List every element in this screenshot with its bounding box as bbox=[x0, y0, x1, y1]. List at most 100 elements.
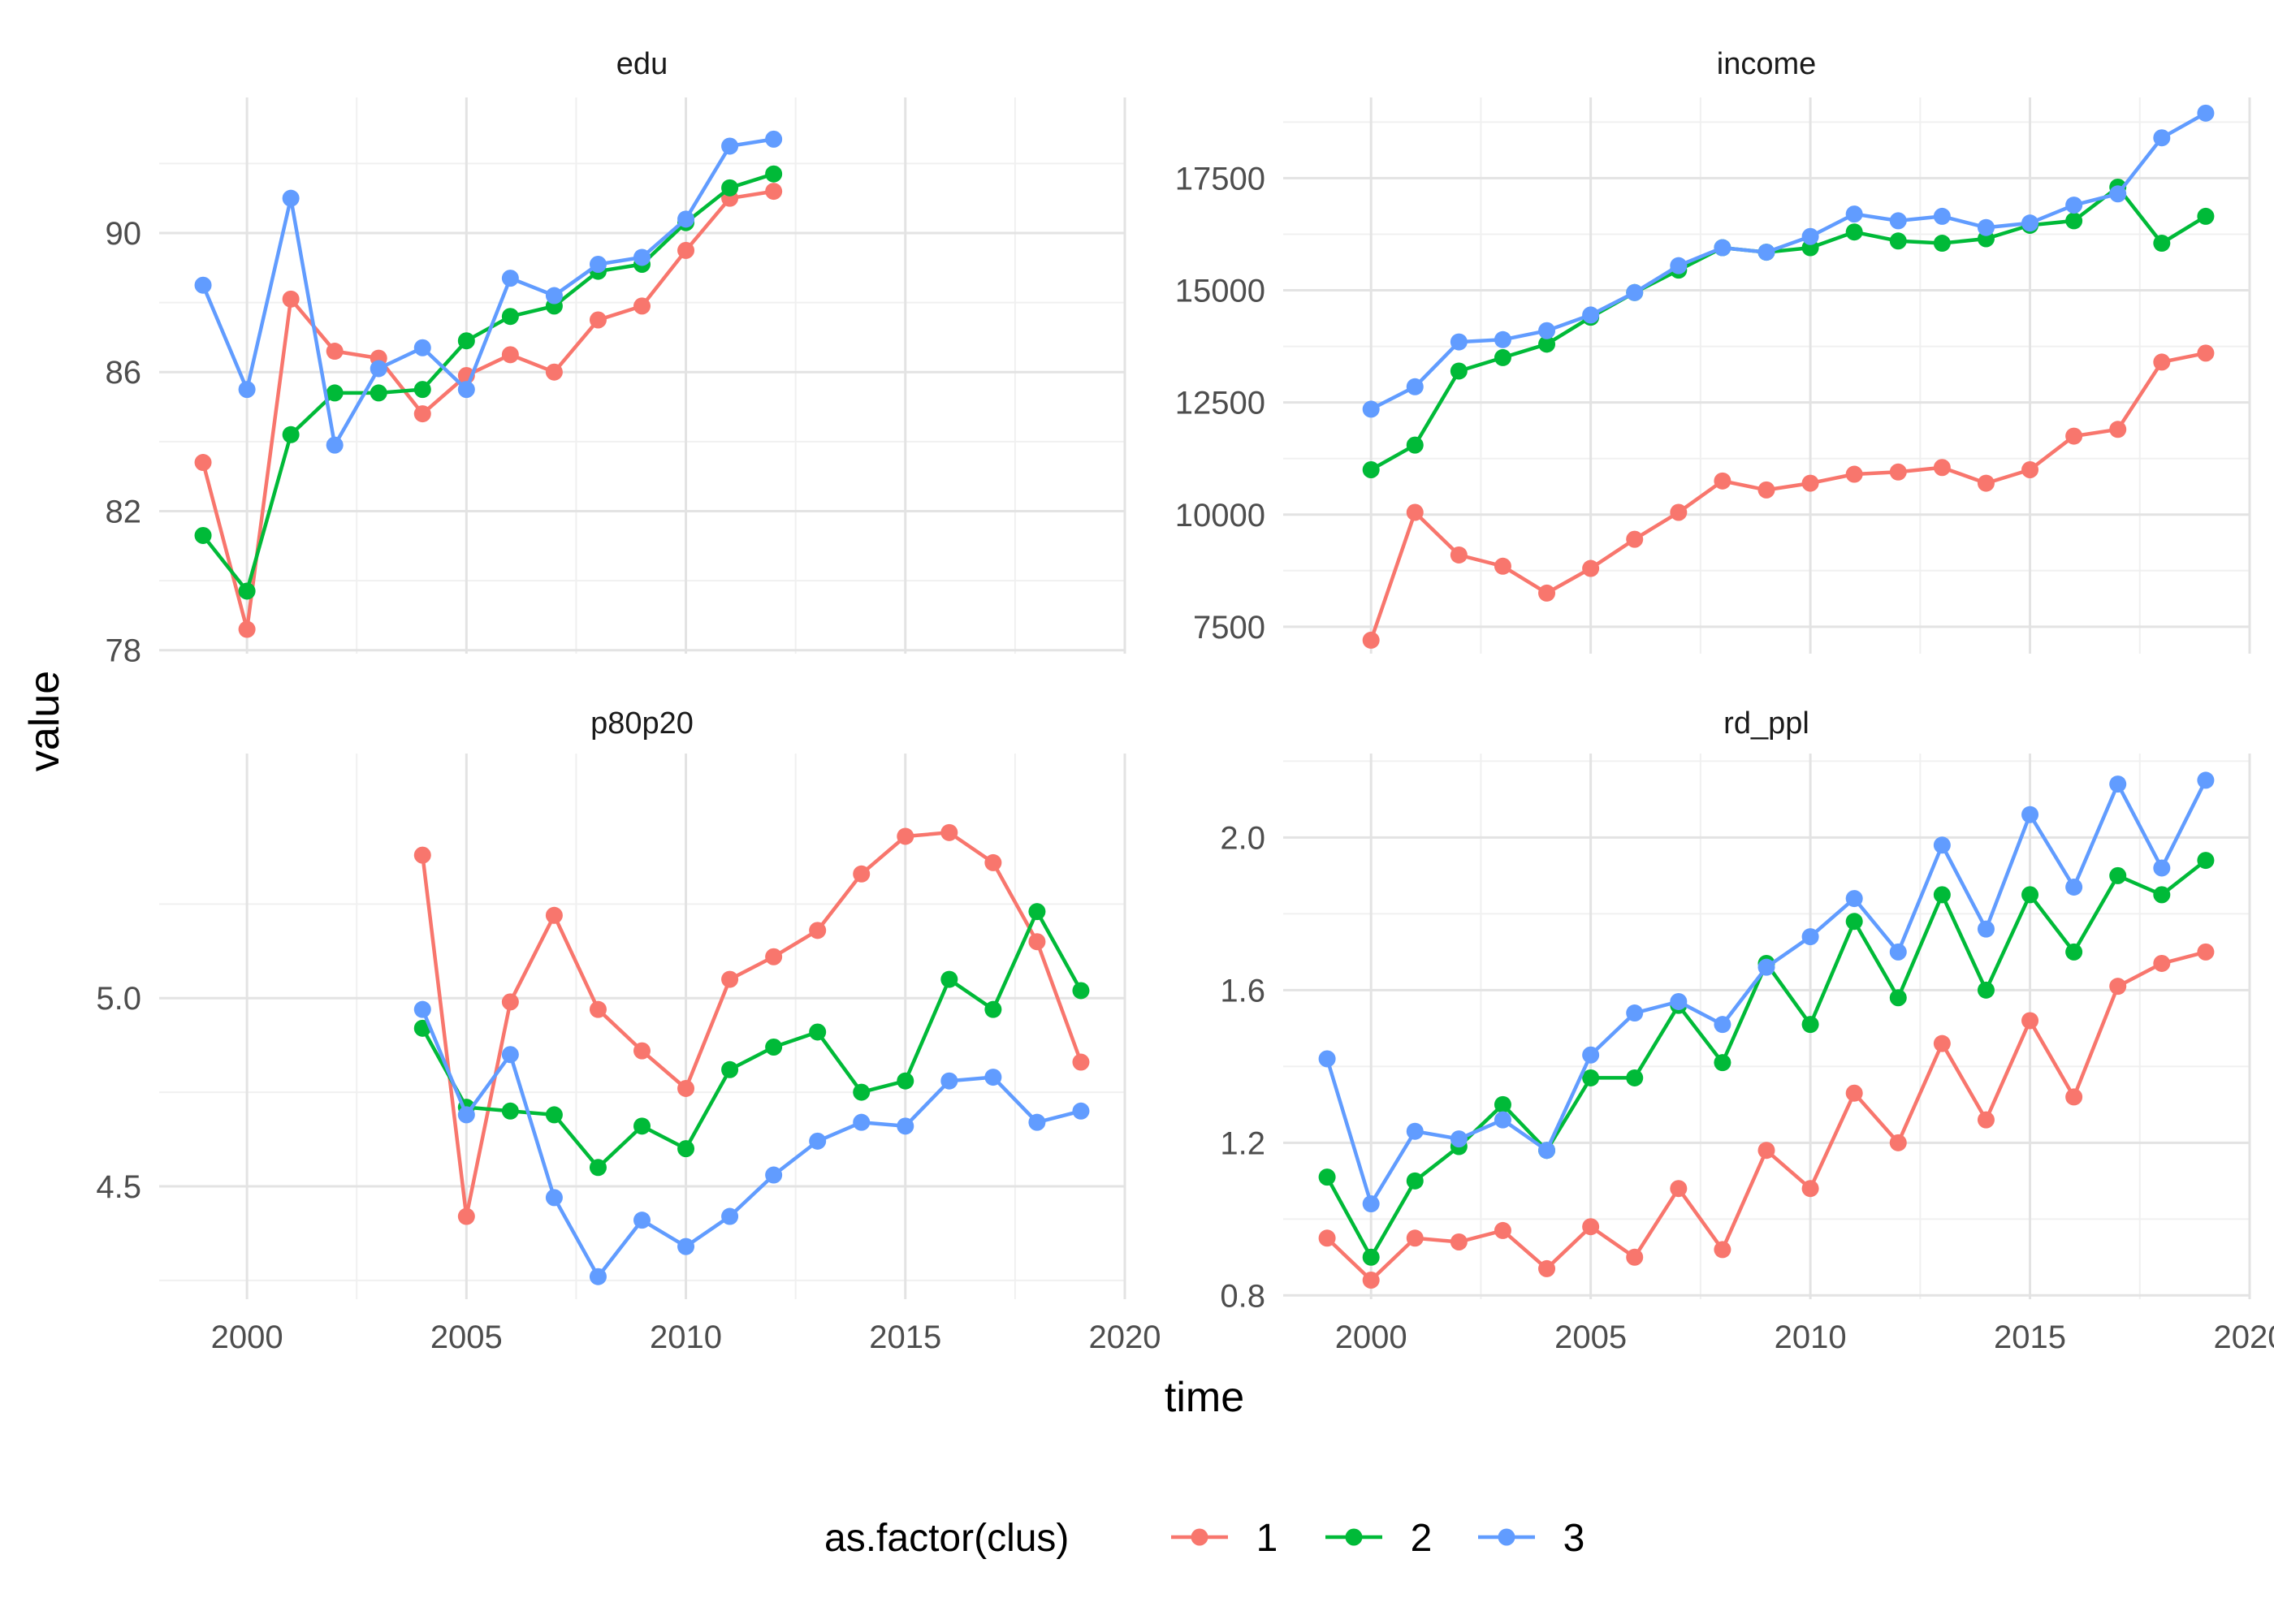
data-point bbox=[370, 384, 387, 402]
data-point bbox=[545, 1189, 563, 1207]
data-point bbox=[1626, 1069, 1644, 1086]
data-point bbox=[1845, 205, 1863, 223]
data-point bbox=[897, 1117, 914, 1135]
data-point bbox=[501, 308, 519, 326]
data-point bbox=[1845, 1084, 1863, 1102]
data-point bbox=[984, 1000, 1002, 1018]
data-point bbox=[194, 526, 212, 544]
x-tick-label: 2010 bbox=[650, 1320, 722, 1355]
data-point bbox=[1933, 207, 1951, 225]
data-point bbox=[1626, 283, 1644, 301]
data-point bbox=[1028, 933, 1046, 951]
data-point bbox=[940, 1072, 958, 1090]
series-3 bbox=[1318, 771, 2215, 1213]
data-point bbox=[238, 620, 256, 638]
data-point bbox=[1494, 1221, 1511, 1239]
data-point bbox=[501, 993, 519, 1011]
data-point bbox=[1889, 1134, 1907, 1151]
data-point bbox=[1889, 989, 1907, 1007]
data-point bbox=[1362, 1195, 1380, 1213]
data-point bbox=[589, 1268, 607, 1285]
data-point bbox=[1845, 890, 1863, 908]
data-point bbox=[1406, 1229, 1424, 1247]
data-point bbox=[1538, 322, 1556, 339]
data-point bbox=[2197, 344, 2215, 362]
x-axis-title: time bbox=[1165, 1374, 1244, 1421]
data-point bbox=[765, 130, 783, 148]
data-point bbox=[1582, 306, 1600, 324]
data-point bbox=[194, 276, 212, 294]
data-point bbox=[765, 948, 783, 965]
y-tick-label: 90 bbox=[106, 216, 142, 252]
data-point bbox=[1933, 459, 1951, 477]
legend-item-3: 3 bbox=[1478, 1517, 1584, 1560]
data-point bbox=[1977, 920, 1995, 938]
data-point bbox=[2109, 775, 2127, 793]
data-point bbox=[2153, 235, 2171, 253]
data-point bbox=[2021, 214, 2039, 232]
series-line bbox=[421, 1009, 1082, 1279]
data-point bbox=[853, 1083, 871, 1101]
data-point bbox=[677, 241, 695, 259]
data-point bbox=[545, 1106, 563, 1124]
legend-item-2: 2 bbox=[1325, 1517, 1432, 1560]
data-point bbox=[545, 363, 563, 381]
x-tick-label: 2005 bbox=[430, 1320, 503, 1355]
y-tick-label: 15000 bbox=[1175, 274, 1265, 309]
data-point bbox=[1450, 362, 1468, 380]
data-point bbox=[457, 332, 475, 350]
data-point bbox=[282, 189, 300, 207]
data-point bbox=[413, 405, 431, 423]
data-point bbox=[1757, 244, 1775, 261]
data-point bbox=[2065, 212, 2083, 230]
data-point bbox=[1845, 913, 1863, 931]
panel-title: income bbox=[1717, 47, 1817, 81]
data-point bbox=[2197, 207, 2215, 225]
data-point bbox=[1801, 474, 1819, 492]
data-point bbox=[1977, 1111, 1995, 1129]
data-point bbox=[1757, 1142, 1775, 1160]
data-point bbox=[1626, 530, 1644, 548]
data-point bbox=[2065, 1088, 2083, 1106]
data-point bbox=[2065, 197, 2083, 214]
legend-label: 3 bbox=[1563, 1517, 1585, 1560]
y-tick-label: 86 bbox=[106, 355, 142, 391]
data-point bbox=[1933, 836, 1951, 854]
data-point bbox=[1801, 928, 1819, 946]
data-point bbox=[1072, 1053, 1090, 1071]
data-point bbox=[897, 827, 914, 845]
panel-title: rd_ppl bbox=[1723, 706, 1809, 741]
data-point bbox=[1450, 1130, 1468, 1148]
data-point bbox=[1714, 1054, 1731, 1072]
data-point bbox=[2197, 943, 2215, 961]
data-point bbox=[721, 1060, 739, 1078]
series-1 bbox=[1362, 344, 2215, 649]
data-point bbox=[633, 1212, 651, 1229]
data-point bbox=[1362, 1272, 1380, 1289]
data-point bbox=[2021, 806, 2039, 823]
data-point bbox=[2021, 461, 2039, 479]
series-line bbox=[421, 831, 1083, 1219]
data-point bbox=[1714, 1241, 1731, 1259]
data-point bbox=[326, 343, 344, 361]
data-point bbox=[2021, 886, 2039, 904]
data-point bbox=[1933, 235, 1951, 253]
data-point bbox=[984, 1069, 1002, 1086]
data-point bbox=[721, 970, 739, 988]
data-point bbox=[457, 1106, 475, 1124]
data-point bbox=[545, 906, 563, 924]
data-point bbox=[677, 1237, 695, 1255]
data-point bbox=[1801, 1180, 1819, 1198]
data-point bbox=[2153, 859, 2171, 877]
panel-title: edu bbox=[616, 47, 668, 81]
legend-label: 2 bbox=[1411, 1517, 1433, 1560]
facet-panels: edu 78 82 86 90 income 7500 10000 12500 15000 1750… bbox=[96, 47, 2274, 1355]
data-point bbox=[413, 846, 431, 864]
data-point bbox=[1362, 400, 1380, 418]
series-2 bbox=[413, 903, 1090, 1177]
y-tick-label: 78 bbox=[106, 633, 142, 669]
data-point bbox=[940, 823, 958, 841]
data-point bbox=[2153, 886, 2171, 904]
series-1 bbox=[194, 183, 783, 638]
